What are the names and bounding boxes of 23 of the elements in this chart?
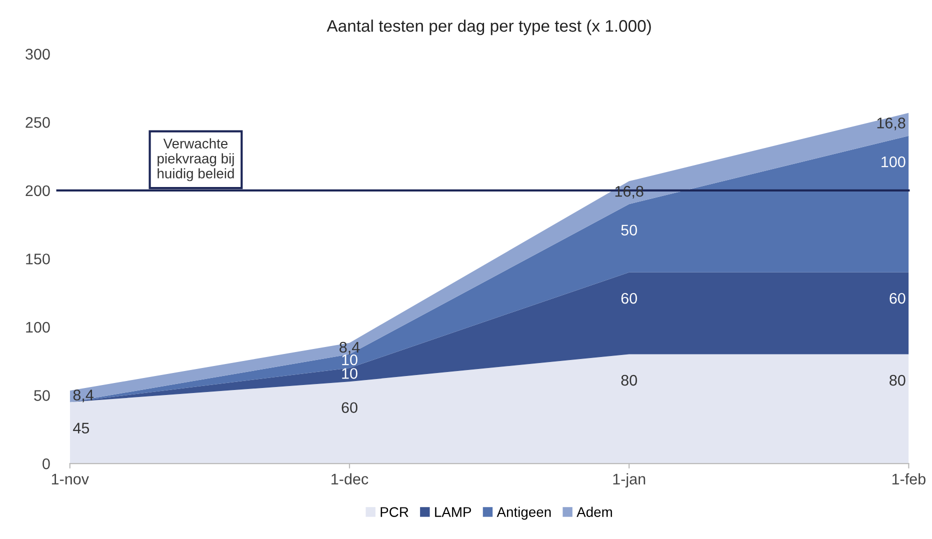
legend-label: Adem (576, 506, 612, 517)
x-tick-label: 1-jan (613, 473, 646, 488)
legend-label: PCR (380, 507, 408, 517)
legend-label: Antigeen (496, 506, 551, 520)
chart-title: Aantal testen per dag per type test (x 1.000) (326, 20, 651, 36)
x-tick-label: 1-feb (892, 473, 926, 484)
ref-line-label: Verwachte piekvraag bij huidig beleid (158, 138, 234, 182)
x-tick-label: 1-nov (52, 474, 89, 484)
y-tick-label: 250 (26, 117, 50, 128)
data-label: 50 (621, 224, 637, 236)
data-label: 100 (882, 156, 906, 168)
y-tick-label: 100 (26, 322, 50, 333)
data-label: 60 (890, 292, 906, 304)
y-tick-label: 300 (26, 48, 50, 60)
data-label: 60 (621, 292, 637, 304)
y-tick-label: 200 (26, 185, 50, 196)
data-label: 16,8 (877, 118, 906, 130)
y-tick-label: 0 (42, 458, 50, 470)
data-label: 8,4 (340, 342, 360, 354)
x-tick-label: 1-dec (332, 473, 368, 484)
y-tick-label: 150 (26, 254, 50, 264)
y-tick-label: 50 (34, 390, 50, 401)
legend-label: LAMP (435, 507, 472, 517)
